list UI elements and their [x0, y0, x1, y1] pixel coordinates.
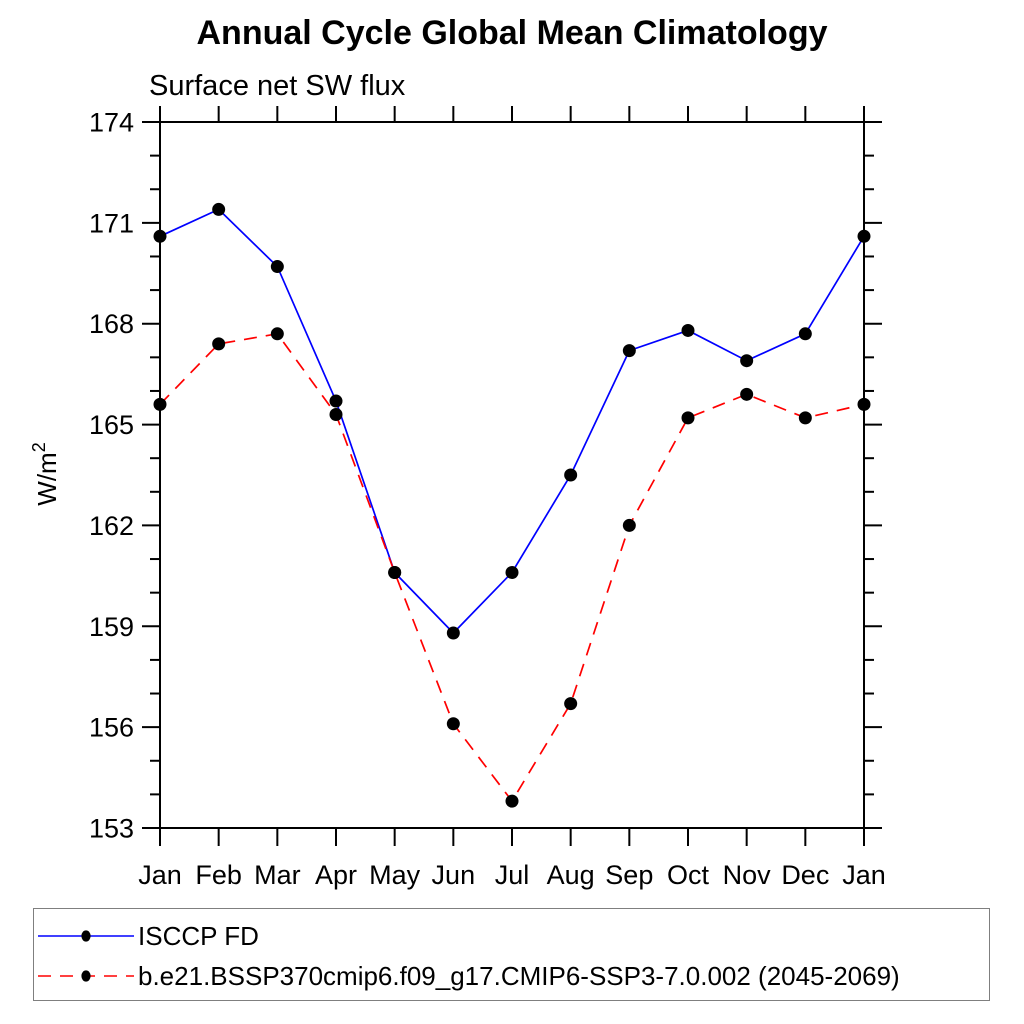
- data-point-marker: [153, 397, 167, 411]
- y-tick-label: 168: [89, 309, 134, 339]
- data-point-marker: [740, 387, 754, 401]
- x-tick-label: Jul: [495, 860, 530, 890]
- legend-label: ISCCP FD: [138, 921, 259, 951]
- data-point-marker: [270, 260, 284, 274]
- x-tick-label: Jun: [432, 860, 476, 890]
- x-tick-label: Sep: [605, 860, 653, 890]
- legend-line-marker-swatch-solid: [38, 930, 134, 942]
- y-tick-label: 153: [89, 814, 134, 844]
- y-axis-label: W/m2: [29, 442, 62, 505]
- data-point-marker: [505, 565, 519, 579]
- legend-label: b.e21.BSSP370cmip6.f09_g17.CMIP6-SSP3-7.…: [138, 961, 900, 991]
- data-point-marker: [857, 397, 871, 411]
- data-point-marker: [505, 794, 519, 808]
- data-point-marker: [212, 337, 226, 351]
- data-point-marker: [622, 518, 636, 532]
- data-point-marker: [329, 407, 343, 421]
- y-tick-label: 165: [89, 410, 134, 440]
- legend-entry-model: b.e21.BSSP370cmip6.f09_g17.CMIP6-SSP3-7.…: [34, 961, 900, 991]
- data-point-marker: [153, 229, 167, 243]
- y-tick-label: 174: [89, 108, 134, 138]
- x-tick-label: Jan: [138, 860, 182, 890]
- data-point-marker: [564, 697, 578, 711]
- y-tick-label: 171: [89, 208, 134, 238]
- y-tick-label: 156: [89, 713, 134, 743]
- x-tick-label: May: [369, 860, 421, 890]
- chart-subtitle: Surface net SW flux: [149, 70, 406, 102]
- data-point-marker: [798, 327, 812, 341]
- x-tick-label: Mar: [254, 860, 301, 890]
- x-tick-label: Dec: [781, 860, 829, 890]
- x-tick-label: Feb: [195, 860, 242, 890]
- data-point-marker: [388, 565, 402, 579]
- x-tick-label: Oct: [667, 860, 710, 890]
- data-point-marker: [446, 717, 460, 731]
- data-point-marker: [681, 411, 695, 425]
- x-tick-label: Nov: [723, 860, 772, 890]
- data-point-marker: [564, 468, 578, 482]
- data-point-marker: [622, 344, 636, 358]
- data-point-marker: [446, 626, 460, 640]
- plot-box: [159, 121, 865, 829]
- data-point-marker: [329, 394, 343, 408]
- legend-line-marker-swatch-dashed: [38, 970, 134, 982]
- x-tick-label: Apr: [315, 860, 357, 890]
- data-point-marker: [681, 323, 695, 337]
- y-tick-label: 162: [89, 511, 134, 541]
- chart-legend: ISCCP FD b.e21.BSSP370cmip6.f09_g17.CMIP…: [33, 908, 990, 1001]
- chart-title: Annual Cycle Global Mean Climatology: [196, 14, 828, 52]
- x-tick-label: Aug: [547, 860, 595, 890]
- data-point-marker: [740, 354, 754, 368]
- legend-entry-isccp: ISCCP FD: [34, 921, 259, 951]
- data-point-marker: [857, 229, 871, 243]
- x-tick-label: Jan: [842, 860, 886, 890]
- data-point-marker: [798, 411, 812, 425]
- y-tick-label: 159: [89, 612, 134, 642]
- data-point-marker: [212, 202, 226, 216]
- data-point-marker: [270, 327, 284, 341]
